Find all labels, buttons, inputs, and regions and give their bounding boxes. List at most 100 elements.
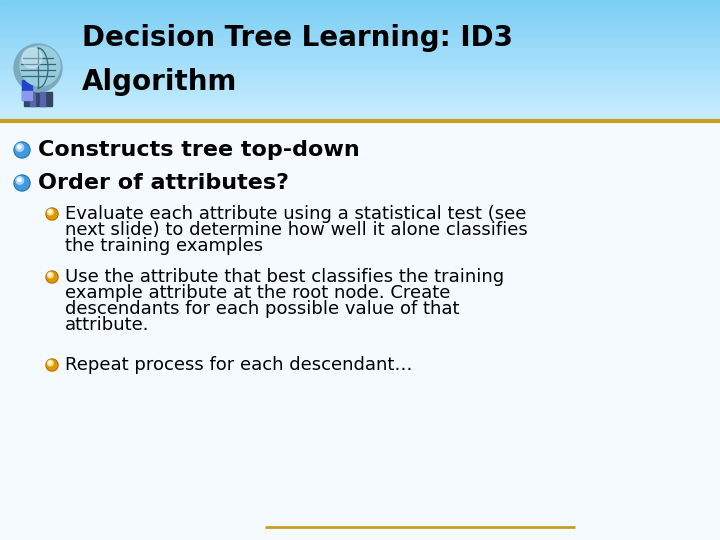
Bar [0, 5, 720, 8]
Bar [0, 36, 720, 37]
Bar [0, 30, 720, 31]
Text: Repeat process for each descendant…: Repeat process for each descendant… [65, 356, 413, 374]
Text: Evaluate each attribute using a statistical test (see: Evaluate each attribute using a statisti… [65, 205, 526, 223]
Bar [0, 42, 720, 44]
Bar [0, 94, 720, 96]
Bar [0, 40, 720, 42]
Bar [0, 59, 720, 62]
Circle shape [49, 211, 51, 213]
Text: attribute.: attribute. [65, 316, 150, 334]
Bar [30, 92, 35, 106]
Bar [24, 92, 52, 106]
Text: Order of attributes?: Order of attributes? [38, 173, 289, 193]
Text: Decision Tree Learning: ID3: Decision Tree Learning: ID3 [82, 24, 513, 52]
Bar [0, 11, 720, 14]
Text: Algorithm: Algorithm [82, 68, 238, 96]
Circle shape [18, 145, 21, 149]
Bar [0, 34, 720, 36]
Text: example attribute at the root node. Create: example attribute at the root node. Crea… [65, 284, 451, 302]
Bar [0, 58, 720, 60]
Circle shape [47, 209, 57, 219]
Bar [0, 15, 720, 17]
Circle shape [47, 272, 57, 282]
Bar [0, 17, 720, 19]
Bar [0, 64, 720, 66]
Bar [0, 13, 720, 15]
Bar [0, 25, 720, 27]
Bar [0, 61, 720, 63]
Bar [0, 92, 720, 94]
Bar [0, 28, 720, 30]
Bar [0, 111, 720, 112]
Bar [0, 76, 720, 78]
Bar [0, 10, 720, 12]
Circle shape [49, 273, 51, 276]
Bar [0, 98, 720, 100]
Text: Use the attribute that best classifies the training: Use the attribute that best classifies t… [65, 268, 504, 286]
Bar [0, 78, 720, 79]
Bar [0, 97, 720, 99]
Bar [0, 73, 720, 75]
Bar [0, 32, 720, 35]
Bar [0, 86, 720, 89]
Circle shape [46, 208, 58, 220]
Text: the training examples: the training examples [65, 237, 263, 255]
Bar [0, 88, 720, 90]
Bar [0, 109, 720, 111]
Bar [0, 3, 720, 4]
Bar [0, 96, 720, 98]
Bar [0, 21, 720, 23]
Circle shape [22, 48, 42, 68]
Bar [0, 48, 720, 50]
Bar [0, 16, 720, 18]
Circle shape [46, 271, 58, 283]
Bar [0, 107, 720, 110]
Circle shape [46, 359, 58, 371]
Bar [0, 84, 720, 85]
Bar [0, 0, 720, 2]
Bar [0, 82, 720, 84]
Circle shape [14, 44, 62, 92]
Circle shape [15, 143, 29, 157]
Bar [0, 115, 720, 117]
Bar [0, 51, 720, 52]
Bar [0, 70, 720, 72]
Bar [0, 65, 720, 68]
Bar [22, 91, 32, 100]
Bar [0, 91, 720, 93]
Bar [0, 105, 720, 106]
Circle shape [16, 177, 24, 184]
Bar [0, 53, 720, 56]
Bar [0, 4, 720, 6]
Bar [0, 112, 720, 114]
Text: Constructs tree top-down: Constructs tree top-down [38, 140, 360, 160]
Circle shape [18, 178, 21, 182]
Bar [0, 90, 720, 91]
Circle shape [48, 272, 53, 278]
Bar [0, 38, 720, 40]
Bar [0, 52, 720, 54]
Bar [0, 106, 720, 108]
Bar [0, 113, 720, 116]
Circle shape [47, 360, 57, 370]
Bar [0, 1, 720, 3]
Bar [0, 44, 720, 46]
Bar [0, 102, 720, 104]
Bar [0, 117, 720, 118]
Bar [0, 43, 720, 45]
Bar [0, 37, 720, 39]
Circle shape [20, 46, 60, 86]
Bar [0, 55, 720, 57]
Circle shape [48, 360, 53, 366]
Bar [0, 49, 720, 51]
Bar [0, 24, 720, 25]
Bar [0, 100, 720, 102]
Bar [0, 69, 720, 71]
Bar [0, 71, 720, 73]
Bar [0, 85, 720, 87]
Bar [0, 19, 720, 21]
Bar [0, 103, 720, 105]
Bar [0, 80, 720, 83]
Circle shape [14, 142, 30, 158]
Bar [0, 26, 720, 29]
